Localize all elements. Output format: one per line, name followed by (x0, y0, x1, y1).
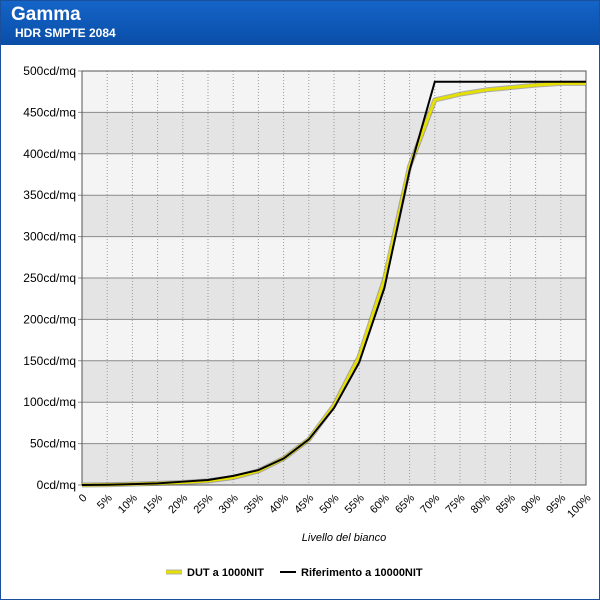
x-tick-label: 0 (77, 492, 90, 505)
y-tick-label: 450cd/mq (23, 105, 76, 119)
x-tick-label: 85% (494, 492, 518, 516)
x-tick-label: 10% (116, 492, 140, 516)
y-tick-label: 100cd/mq (23, 395, 76, 409)
x-tick-label: 90% (519, 492, 543, 516)
header-bar: Gamma HDR SMPTE 2084 (1, 1, 599, 45)
x-tick-label: 65% (393, 492, 417, 516)
chart-subtitle: HDR SMPTE 2084 (15, 26, 116, 40)
chart-title: Gamma (11, 4, 81, 25)
y-tick-label: 350cd/mq (23, 188, 76, 202)
x-axis-label: Livello del bianco (302, 532, 386, 544)
y-tick-label: 150cd/mq (23, 354, 76, 368)
plot-band (82, 319, 586, 361)
y-tick-label: 200cd/mq (23, 312, 76, 326)
x-tick-label: 30% (217, 492, 241, 516)
x-tick-label: 100% (565, 492, 594, 521)
y-tick-label: 0cd/mq (37, 478, 76, 492)
plot-band (82, 112, 586, 154)
legend-dut-label: DUT a 1000NIT (187, 567, 264, 579)
x-tick-label: 20% (166, 492, 190, 516)
y-tick-label: 250cd/mq (23, 271, 76, 285)
y-tick-label: 50cd/mq (30, 437, 76, 451)
x-tick-label: 45% (292, 492, 316, 516)
x-tick-label: 80% (469, 492, 493, 516)
x-tick-label: 70% (418, 492, 442, 516)
x-tick-label: 35% (242, 492, 266, 516)
x-tick-label: 60% (368, 492, 392, 516)
x-tick-label: 25% (192, 492, 216, 516)
series-reference-line (81, 80, 586, 486)
y-tick-label: 400cd/mq (23, 147, 76, 161)
y-tick-label: 500cd/mq (23, 64, 76, 78)
y-tick-label: 300cd/mq (23, 230, 76, 244)
x-tick-label: 15% (141, 492, 165, 516)
plot-border (81, 70, 587, 486)
x-tick-label: 40% (267, 492, 291, 516)
x-tick-label: 50% (318, 492, 342, 516)
legend-reference-label: Riferimento a 10000NIT (301, 567, 423, 579)
x-tick-label: 55% (343, 492, 367, 516)
x-tick-label: 5% (95, 492, 115, 512)
x-tick-label: 75% (444, 492, 468, 516)
